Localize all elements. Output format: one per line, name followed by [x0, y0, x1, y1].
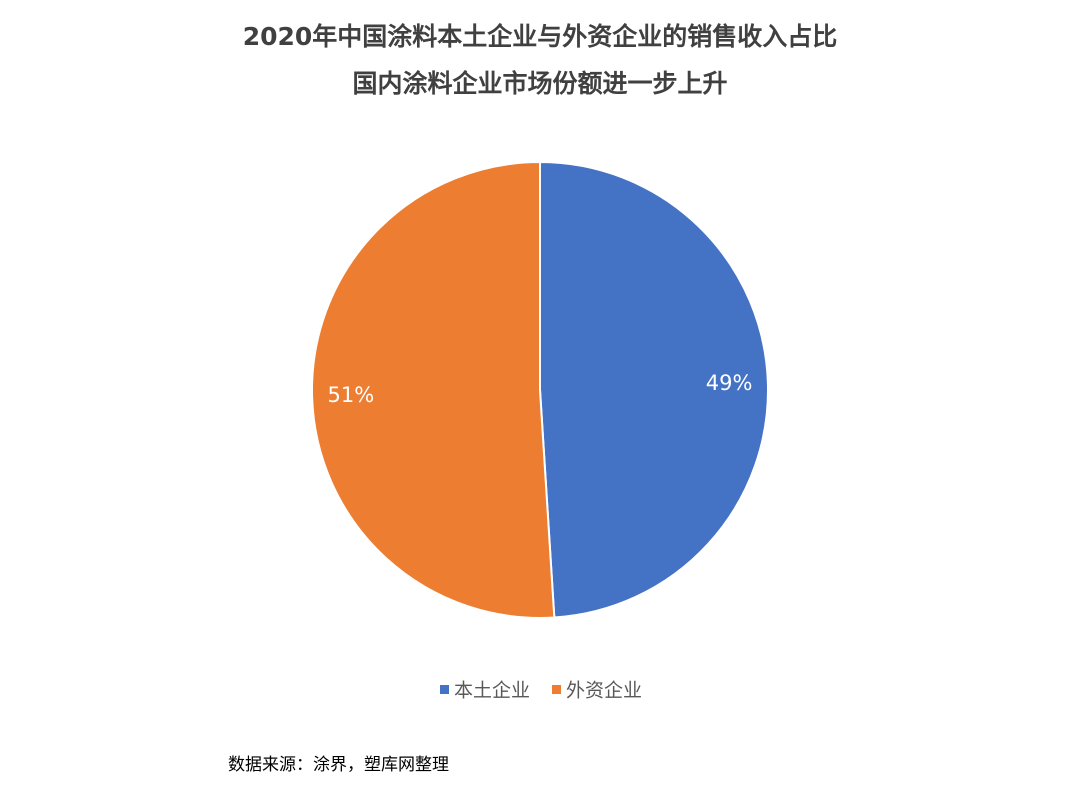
data-label: 49% — [706, 371, 753, 395]
legend-label: 本土企业 — [454, 680, 530, 702]
chart-title: 2020年中国涂料本土企业与外资企业的销售收入占比 — [243, 22, 838, 51]
source-note: 数据来源：涂界，塑库网整理 — [228, 755, 449, 775]
legend-swatch — [440, 685, 449, 694]
legend-swatch — [552, 685, 562, 694]
data-label: 51% — [328, 383, 375, 407]
pie-slice — [539, 160, 769, 619]
legend-label: 外资企业 — [566, 680, 642, 702]
pie-slice — [311, 160, 556, 619]
chart-subtitle: 国内涂料企业市场份额进一步上升 — [352, 69, 727, 98]
